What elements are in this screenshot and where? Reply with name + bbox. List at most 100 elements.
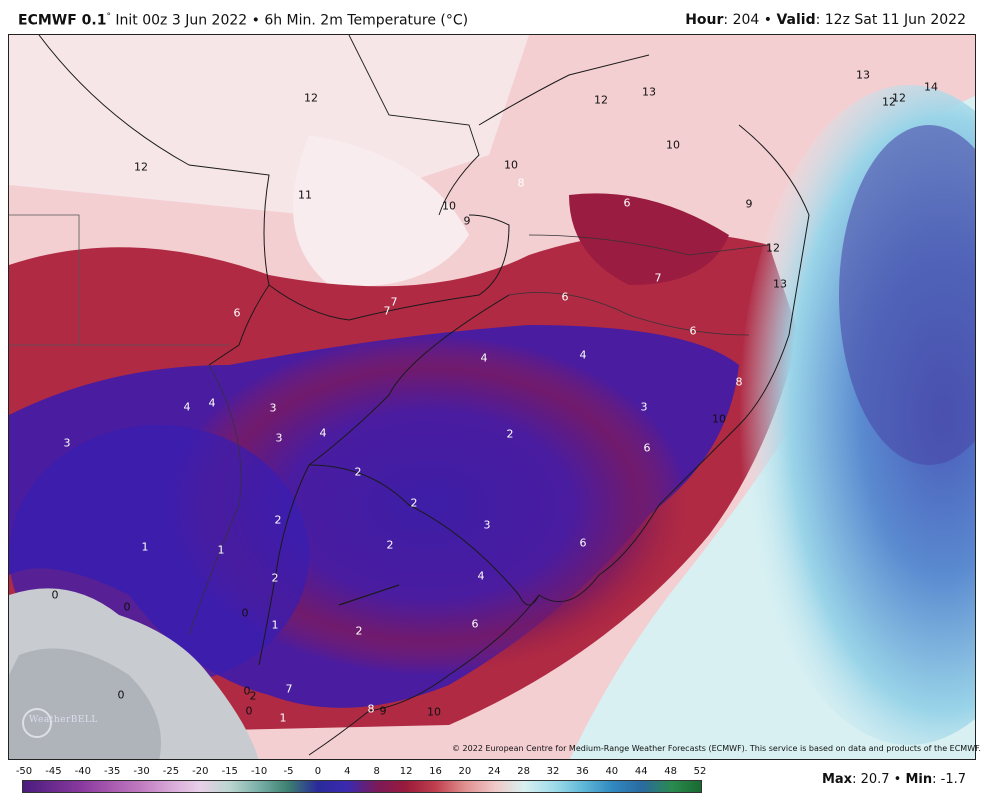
contour-label: 4	[477, 569, 485, 583]
max-min-stats: Max: 20.7 • Min: -1.7	[822, 772, 966, 787]
scale-tick-label: 16	[429, 766, 442, 777]
contour-label: 4	[319, 426, 327, 440]
contour-label: 14	[924, 80, 938, 94]
scale-tick-label: 40	[605, 766, 619, 777]
contour-label: 6	[471, 617, 479, 631]
scale-tick-label: -5	[283, 766, 294, 777]
scale-tick-label: 12	[399, 766, 413, 777]
contour-label: 8	[735, 375, 743, 389]
contour-label: 12	[766, 241, 780, 255]
scale-tick-label: 44	[634, 766, 648, 777]
contour-label: 6	[689, 324, 697, 338]
contour-label: 8	[517, 176, 525, 190]
scale-tick-label: -25	[162, 766, 180, 777]
contour-label: 2	[506, 427, 514, 441]
contour-label: 10	[442, 199, 456, 213]
contour-label: 12	[892, 91, 906, 105]
scale-tick-label: 48	[664, 766, 677, 777]
contour-label: 3	[269, 401, 277, 415]
contour-label: 7	[285, 682, 293, 696]
contour-label: 2	[271, 571, 279, 585]
valid-time: Hour: 204 • Valid: 12z Sat 11 Jun 2022	[685, 12, 966, 28]
scale-tick-label: -45	[45, 766, 62, 777]
contour-label: 10	[712, 412, 726, 426]
contour-label: 3	[275, 431, 283, 445]
contour-label: 2	[386, 538, 394, 552]
copyright-notice: © 2022 European Centre for Medium-Range …	[452, 744, 981, 753]
contour-label: 2	[355, 624, 363, 638]
contour-label: 12	[304, 91, 318, 105]
contour-label: 10	[427, 705, 441, 719]
contour-label: 0	[243, 684, 251, 698]
contour-label: 4	[208, 396, 216, 410]
scale-tick-label: -50	[15, 766, 33, 777]
contour-label: 12	[594, 93, 608, 107]
min-label: Min	[905, 772, 933, 787]
contour-label: 6	[579, 536, 587, 550]
map-graphic	[9, 35, 975, 759]
contour-label: 2	[274, 513, 282, 527]
scale-tick-label: 52	[693, 766, 707, 777]
contour-label: 4	[183, 400, 191, 414]
contour-label: 13	[773, 277, 787, 291]
scale-tick-label: -40	[74, 766, 91, 777]
scale-tick-label: -35	[104, 766, 121, 777]
scale-tick-label: -10	[250, 766, 268, 777]
contour-label: 10	[666, 138, 680, 152]
contour-label: 7	[390, 295, 398, 309]
color-scale: -50 -45 -40 -35 -30 -25 -20 -15 -10 -5 0 4 8 12 16 20 24…	[16, 766, 706, 806]
init-info: Init 00z 3 Jun 2022 • 6h Min. 2m Tempera…	[110, 12, 469, 29]
map-title: ECMWF 0.1° Init 00z 3 Jun 2022 • 6h Min.…	[18, 12, 468, 29]
contour-label: 9	[379, 704, 387, 718]
scale-tick-label: 24	[487, 766, 501, 777]
contour-label: 1	[141, 540, 149, 554]
contour-label: 11	[298, 188, 312, 202]
contour-label: 1	[217, 543, 225, 557]
scale-tick-label: -30	[133, 766, 150, 777]
hour-label: Hour	[685, 12, 724, 28]
header: ECMWF 0.1° Init 00z 3 Jun 2022 • 6h Min.…	[0, 0, 984, 34]
contour-label: 6	[643, 441, 651, 455]
scale-tick-label: -20	[192, 766, 209, 777]
max-label: Max	[821, 772, 853, 787]
scale-tick-label: 0	[314, 766, 322, 777]
contour-label: 6	[623, 196, 631, 210]
contour-label: 3	[483, 518, 491, 532]
contour-label: 0	[241, 606, 249, 620]
contour-label: 12	[882, 95, 896, 109]
contour-label: 0	[123, 600, 131, 614]
valid-value: : 12z Sat 11 Jun 2022	[815, 12, 966, 28]
contour-label: 13	[642, 85, 656, 99]
scale-bar	[22, 780, 702, 793]
scale-tick-label: 20	[458, 766, 472, 777]
contour-label: 0	[117, 688, 125, 702]
scale-tick-label: 32	[546, 766, 560, 777]
max-value: : 20.7 •	[852, 772, 906, 787]
valid-label: Valid	[776, 12, 816, 28]
temperature-map[interactable]: 12 12 12 13 13 12 12 14 10 10 8 10 9 6 9…	[8, 34, 976, 760]
contour-label: 2	[354, 465, 362, 479]
scale-tick-label: -15	[221, 766, 238, 777]
contour-label: 7	[654, 271, 662, 285]
contour-label: 13	[856, 68, 870, 82]
contour-label: 2	[249, 689, 257, 703]
contour-label: 4	[480, 351, 488, 365]
contour-label: 1	[279, 711, 287, 725]
contour-label: 0	[51, 588, 59, 602]
scale-tick-label: 28	[517, 766, 531, 777]
contour-label: 12	[134, 160, 148, 174]
scale-tick-label: 8	[373, 766, 380, 777]
scale-tick-label: 36	[576, 766, 589, 777]
contour-label: 7	[383, 304, 391, 318]
contour-label: 9	[463, 214, 471, 228]
model-name: ECMWF 0.1	[18, 12, 107, 29]
contour-label: 8	[367, 702, 375, 716]
degree-sign: °	[106, 12, 111, 22]
contour-label: 1	[271, 618, 279, 632]
min-value: : -1.7	[932, 772, 966, 787]
contour-label: 4	[579, 348, 587, 362]
scale-tick-label: 4	[344, 766, 351, 777]
contour-label: 6	[561, 290, 569, 304]
contour-label: 2	[410, 496, 418, 510]
contour-label: 3	[640, 400, 648, 414]
